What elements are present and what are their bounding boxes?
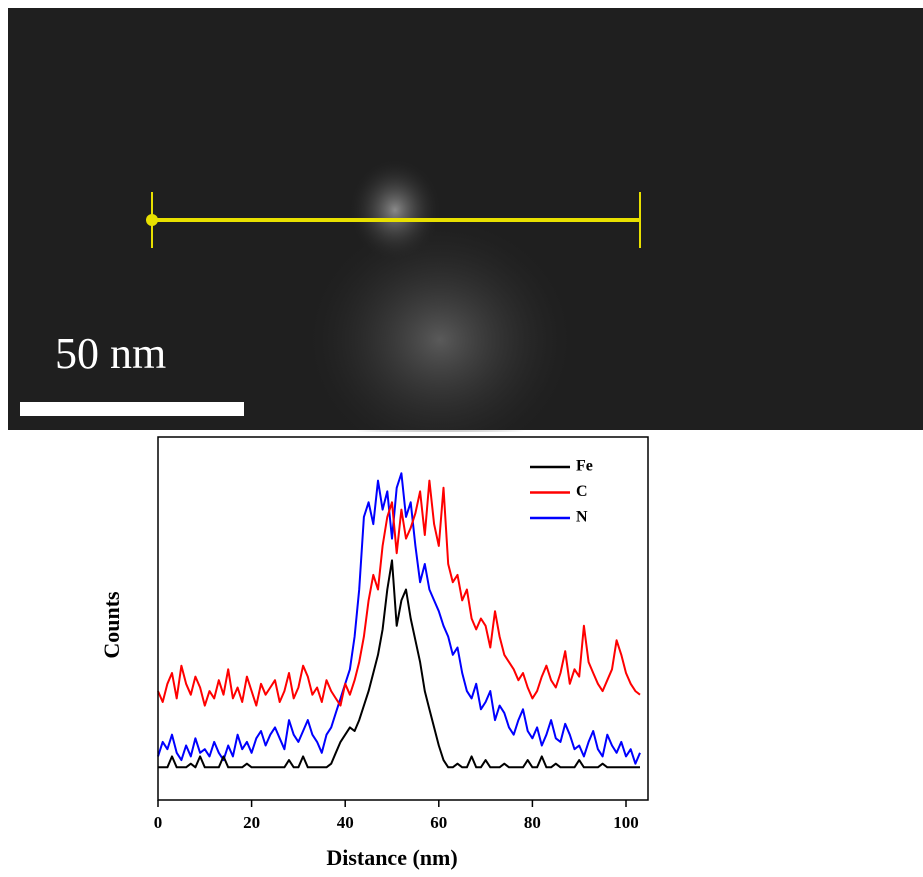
scale-bar: [20, 402, 244, 416]
legend-label: N: [576, 509, 588, 526]
plot-frame: [157, 436, 649, 801]
chart: 0 20 40 60 80 100 Fe CN: [154, 458, 641, 832]
x-tick-label: 20: [243, 813, 260, 832]
x-tick-label: 0: [154, 813, 163, 832]
legend-label: C: [576, 483, 588, 500]
scale-label: 50 nm: [55, 329, 166, 378]
legend-label: Fe: [576, 458, 593, 475]
micrograph: 50 nm: [8, 8, 923, 460]
x-tick-label: 40: [337, 813, 354, 832]
y-axis-label: Counts: [99, 591, 124, 659]
chart-background: [95, 432, 650, 877]
series-line: [157, 479, 641, 707]
series-line: [157, 472, 641, 765]
x-tick-label: 80: [524, 813, 541, 832]
scan-start: [146, 214, 158, 226]
particle-haze: [310, 220, 570, 460]
x-tick-label: 60: [430, 813, 447, 832]
x-tick-label: 100: [613, 813, 639, 832]
particle: [350, 160, 440, 260]
series-line: [158, 559, 640, 769]
x-axis-label: Distance (nm): [326, 845, 457, 870]
